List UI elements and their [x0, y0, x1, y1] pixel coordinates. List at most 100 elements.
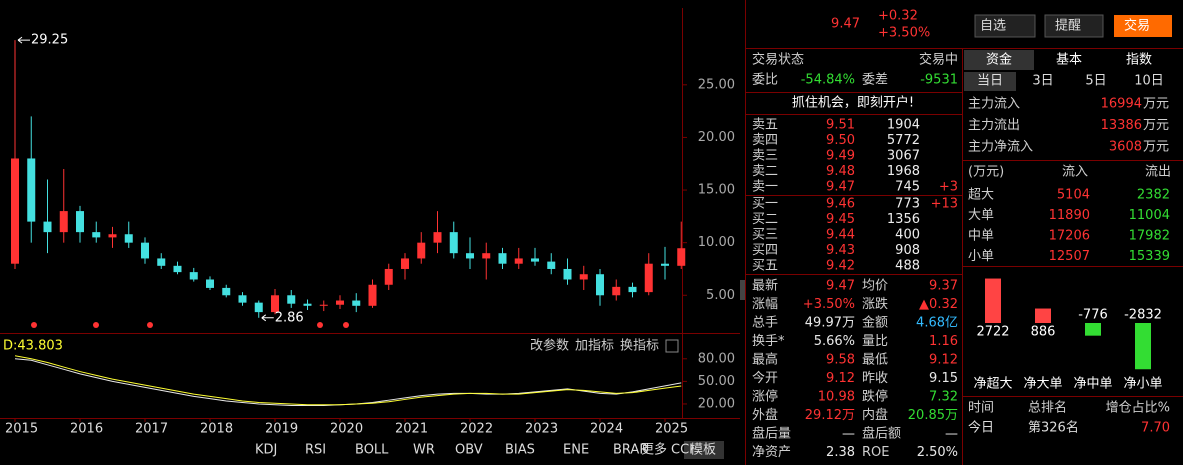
stat-label: 金额 — [862, 315, 888, 331]
book-volume: 488 — [895, 259, 920, 274]
alert-button[interactable] — [1044, 14, 1104, 38]
x-tick-label: 2022 — [460, 422, 493, 437]
indicator-tab[interactable]: ENE — [563, 443, 589, 458]
book-price: 9.47 — [826, 180, 855, 195]
candle-body — [612, 286, 621, 296]
panel-handle[interactable] — [740, 280, 745, 300]
indicator-button[interactable]: 改参数 — [530, 338, 569, 354]
candle-body — [254, 302, 263, 313]
period-tab[interactable]: 3日 — [1032, 74, 1053, 89]
indicator-tab[interactable]: 模板 — [690, 443, 716, 458]
book-volume: 908 — [895, 243, 920, 258]
rank-header: 总排名 — [1028, 400, 1067, 416]
candle-body — [384, 268, 393, 285]
flow-out: 2382 — [1137, 188, 1170, 203]
trade-button[interactable] — [1114, 15, 1172, 37]
indicator-close[interactable] — [665, 339, 679, 353]
template-button-bg[interactable] — [684, 441, 724, 459]
rank-cell: 第326名 — [1028, 420, 1079, 436]
main-value: 3608 — [1109, 140, 1142, 155]
ratio-label: 委比 — [752, 73, 778, 88]
book-label: 买一 — [752, 197, 778, 212]
net-label: 净中单 — [1073, 377, 1112, 392]
trade[interactable]: 交易 — [1124, 18, 1150, 34]
indicator-button[interactable]: 加指标 — [575, 339, 614, 354]
rank-cell: 7.70 — [1141, 421, 1170, 436]
diff-label: 委差 — [862, 73, 888, 88]
book-label: 卖四 — [752, 133, 778, 148]
stat-value: — — [945, 427, 958, 442]
panel-tab[interactable]: 资金 — [986, 52, 1012, 68]
indicator-tab[interactable]: KDJ — [255, 443, 277, 458]
main-unit: 万元 — [1143, 118, 1169, 133]
stat-value: 1.16 — [929, 334, 958, 349]
book-price: 9.42 — [826, 259, 855, 274]
indicator-tab[interactable]: BIAS — [505, 443, 535, 458]
main-unit: 万元 — [1143, 97, 1169, 112]
stat-label: 最高 — [752, 352, 778, 368]
candle-body — [417, 242, 426, 259]
net-bar — [1135, 323, 1151, 370]
stat-label: 盘后量 — [752, 426, 791, 442]
indicator-tab[interactable]: OBV — [455, 443, 483, 458]
stat-value: 7.32 — [929, 390, 958, 405]
banner[interactable]: 抓住机会，即刻开户! — [792, 95, 914, 111]
book-volume: 3067 — [887, 149, 920, 164]
indicator-tab[interactable]: CCI — [671, 443, 693, 458]
stat-value: 4.68亿 — [916, 316, 958, 331]
panel-tab[interactable]: 指数 — [1126, 53, 1152, 68]
indicator-button[interactable]: 换指标 — [620, 339, 659, 354]
status: 交易中 — [919, 52, 958, 68]
watchlist-button[interactable] — [974, 14, 1036, 38]
candle-body — [173, 265, 182, 273]
stat-label: 最新 — [752, 278, 778, 294]
indicator-tab[interactable]: RSI — [305, 443, 326, 458]
candle-body — [108, 234, 117, 238]
rank-header: 增仓占比% — [1106, 401, 1170, 416]
x-tick-label: 2023 — [525, 422, 558, 437]
stat-label: 今开 — [752, 370, 778, 386]
net-value: 886 — [1031, 325, 1056, 340]
period-tab[interactable]: 5日 — [1085, 74, 1106, 89]
x-tick-label: 2024 — [590, 422, 623, 437]
stat-label: 外盘 — [752, 407, 778, 423]
period-tab[interactable]: 当日 — [977, 74, 1003, 89]
stat-value: 20.85万 — [908, 408, 958, 423]
net-label: 净超大 — [973, 377, 1012, 392]
alert[interactable]: 提醒 — [1055, 18, 1081, 34]
candle-body — [498, 253, 507, 264]
panel-tab[interactable]: 基本 — [1056, 53, 1082, 68]
book-price: 9.44 — [826, 228, 855, 243]
y-tick-label: 50.00 — [698, 374, 735, 389]
candle-body — [319, 304, 328, 306]
candle-body — [579, 274, 588, 280]
flow-label: 大单 — [968, 208, 994, 223]
candle-body — [43, 221, 52, 233]
indicator-tab[interactable]: 更多 — [641, 442, 667, 458]
stat-value: 49.97万 — [805, 316, 855, 331]
stat-label: 盘后额 — [862, 426, 901, 442]
indicator-tab[interactable]: BOLL — [355, 443, 389, 458]
flow-out: 17982 — [1129, 229, 1170, 244]
period-tab[interactable]: 10日 — [1134, 74, 1164, 89]
price-change-pct: +3.50% — [878, 26, 930, 41]
book-label: 买三 — [752, 228, 778, 243]
price-change: +0.32 — [878, 9, 918, 24]
min-label: 2.86 — [275, 310, 304, 325]
y-tick-label: 20.00 — [698, 130, 735, 145]
period-active — [964, 72, 1016, 91]
book-volume: 1904 — [887, 118, 920, 133]
stat-label: 跌停 — [862, 389, 888, 405]
candle-body — [368, 284, 377, 306]
indicator-tab[interactable]: BRAR — [613, 443, 648, 458]
main-label: 主力流出 — [968, 118, 1020, 133]
candle-body — [514, 258, 523, 264]
stat-value: 9.12 — [826, 371, 855, 386]
candle-body — [271, 295, 279, 313]
indicator-tab[interactable]: WR — [413, 443, 435, 458]
watchlist[interactable]: 自选 — [980, 19, 1006, 34]
candle-body — [141, 242, 149, 259]
flow-out: 11004 — [1129, 208, 1170, 223]
x-tick-label: 2018 — [200, 422, 233, 437]
